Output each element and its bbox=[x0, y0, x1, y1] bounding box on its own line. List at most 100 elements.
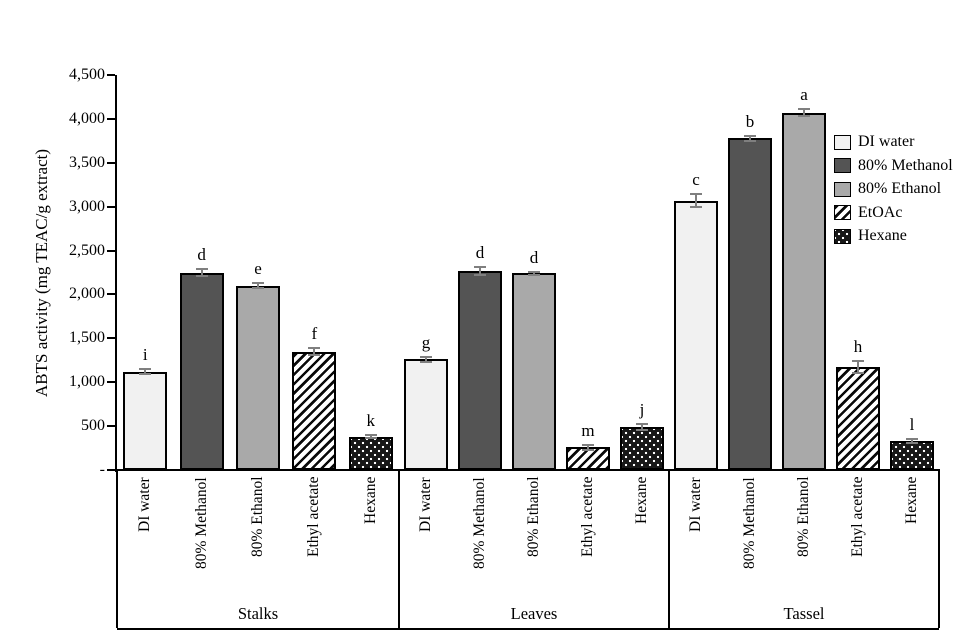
error-bar-cap-bottom bbox=[308, 353, 321, 356]
y-tick-mark bbox=[107, 117, 115, 120]
group-separator-line bbox=[938, 469, 940, 628]
error-bar-cap-bottom bbox=[582, 448, 594, 451]
x-category-label-text: Ethyl acetate bbox=[579, 477, 596, 558]
significance-letter: i bbox=[142, 345, 148, 365]
x-category-label: Ethyl acetate bbox=[848, 477, 868, 593]
group-separator-line bbox=[668, 469, 670, 628]
error-bar-cap-bottom bbox=[252, 286, 264, 289]
y-axis-title: ABTS activity (mg TEAC/g extract) bbox=[32, 148, 51, 398]
y-tick-mark bbox=[107, 74, 115, 76]
bar-tassel-2 bbox=[782, 112, 826, 470]
legend-item: 80% Methanol bbox=[834, 156, 953, 174]
significance-letter: k bbox=[366, 410, 376, 430]
error-bar-line bbox=[144, 369, 147, 375]
legend-item: 80% Ethanol bbox=[834, 180, 953, 197]
bar-stalks-0 bbox=[123, 371, 168, 470]
y-tick-label: 1,500 bbox=[69, 329, 105, 347]
bar-tassel-4 bbox=[890, 441, 934, 470]
legend-label: 80% Methanol bbox=[858, 156, 953, 174]
x-category-label-text: Hexane bbox=[361, 477, 379, 525]
error-bar-cap-bottom bbox=[798, 115, 810, 118]
x-category-label: DI water bbox=[135, 477, 155, 593]
error-bar-cap-bottom bbox=[528, 274, 540, 277]
x-category-label: DI water bbox=[416, 477, 436, 593]
error-bar-line bbox=[857, 361, 859, 374]
group-label: Leaves bbox=[510, 604, 558, 623]
x-category-label-text: DI water bbox=[417, 477, 434, 532]
bar-tassel-1 bbox=[728, 138, 772, 470]
significance-letter: m bbox=[581, 420, 595, 440]
significance-letter: g bbox=[421, 332, 431, 352]
error-bar-cap-top bbox=[528, 270, 540, 273]
y-tick-mark bbox=[107, 469, 115, 471]
legend-label: DI water bbox=[858, 133, 915, 150]
error-bar-cap-bottom bbox=[195, 274, 208, 277]
y-tick-label: 2,000 bbox=[69, 285, 105, 303]
legend-item: DI water bbox=[834, 133, 953, 150]
x-category-label-text: 80% Ethanol bbox=[249, 477, 266, 558]
x-category-label: Ethyl acetate bbox=[304, 477, 324, 593]
y-tick-mark bbox=[107, 293, 115, 296]
significance-letter: j bbox=[639, 400, 645, 420]
error-bar-cap-bottom bbox=[906, 442, 918, 445]
error-bar-line bbox=[641, 424, 643, 430]
error-bar-line bbox=[749, 135, 751, 141]
error-bar-cap-top bbox=[139, 368, 152, 371]
x-category-label-text: 80% Ethanol bbox=[525, 477, 542, 558]
legend-swatch-hexane bbox=[834, 228, 851, 244]
error-bar-cap-bottom bbox=[420, 361, 432, 364]
significance-letter: l bbox=[909, 414, 915, 434]
bar-tassel-0 bbox=[674, 200, 718, 470]
error-bar-cap-top bbox=[582, 443, 594, 446]
group-label: Stalks bbox=[237, 604, 279, 623]
error-bar-cap-top bbox=[798, 108, 810, 111]
x-category-label: 80% Methanol bbox=[192, 477, 212, 593]
error-bar-cap-top bbox=[420, 355, 432, 358]
y-tick-mark bbox=[107, 425, 115, 428]
x-category-label-text: Ethyl acetate bbox=[305, 477, 323, 558]
bar-leaves-2 bbox=[512, 273, 556, 470]
x-category-label: Ethyl acetate bbox=[578, 477, 598, 593]
legend-label: 80% Ethanol bbox=[858, 180, 942, 197]
x-category-label: Hexane bbox=[902, 477, 922, 593]
error-bar-cap-top bbox=[474, 265, 486, 268]
significance-letter: f bbox=[311, 324, 318, 344]
y-tick-label: 500 bbox=[81, 417, 105, 435]
x-category-label-text: Ethyl acetate bbox=[849, 477, 866, 558]
y-tick-label: 3,000 bbox=[69, 197, 105, 215]
significance-letter: h bbox=[853, 337, 863, 357]
group-label: Tassel bbox=[783, 604, 825, 623]
group-separator-line bbox=[116, 469, 118, 628]
error-bar-cap-bottom bbox=[852, 372, 864, 375]
x-category-label: 80% Ethanol bbox=[524, 477, 544, 593]
error-bar-line bbox=[587, 444, 589, 450]
x-category-label: 80% Methanol bbox=[470, 477, 490, 593]
error-bar-cap-top bbox=[906, 437, 918, 440]
y-tick-mark bbox=[107, 337, 115, 340]
bar-leaves-0 bbox=[404, 359, 448, 470]
y-tick-label: 4,000 bbox=[69, 109, 105, 127]
error-bar-cap-top bbox=[195, 268, 208, 271]
y-tick-label: 1,000 bbox=[69, 373, 105, 391]
x-category-label: 80% Ethanol bbox=[248, 477, 268, 593]
group-separator-line bbox=[398, 469, 400, 628]
significance-letter: b bbox=[745, 111, 755, 131]
x-category-label: 80% Methanol bbox=[740, 477, 760, 593]
x-category-label-text: DI water bbox=[687, 477, 704, 532]
x-category-label: Hexane bbox=[361, 477, 381, 593]
legend-label: EtOAc bbox=[858, 203, 903, 221]
y-tick-label: 4,500 bbox=[69, 66, 105, 83]
y-tick-mark bbox=[107, 381, 115, 384]
legend-label: Hexane bbox=[858, 227, 907, 244]
bar-stalks-4 bbox=[348, 436, 393, 470]
y-tick-label: 2,500 bbox=[69, 241, 105, 259]
error-bar-line bbox=[533, 271, 535, 276]
x-category-label: DI water bbox=[686, 477, 706, 593]
legend-item: EtOAc bbox=[834, 203, 953, 221]
x-category-label-text: DI water bbox=[136, 477, 154, 532]
category-frame-bottom-line bbox=[117, 628, 939, 630]
significance-letter: e bbox=[254, 259, 262, 279]
error-bar-line bbox=[257, 283, 259, 288]
error-bar-cap-top bbox=[636, 423, 648, 426]
